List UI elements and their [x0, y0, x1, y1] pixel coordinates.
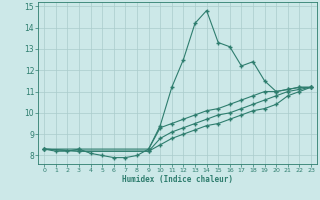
X-axis label: Humidex (Indice chaleur): Humidex (Indice chaleur)	[122, 175, 233, 184]
